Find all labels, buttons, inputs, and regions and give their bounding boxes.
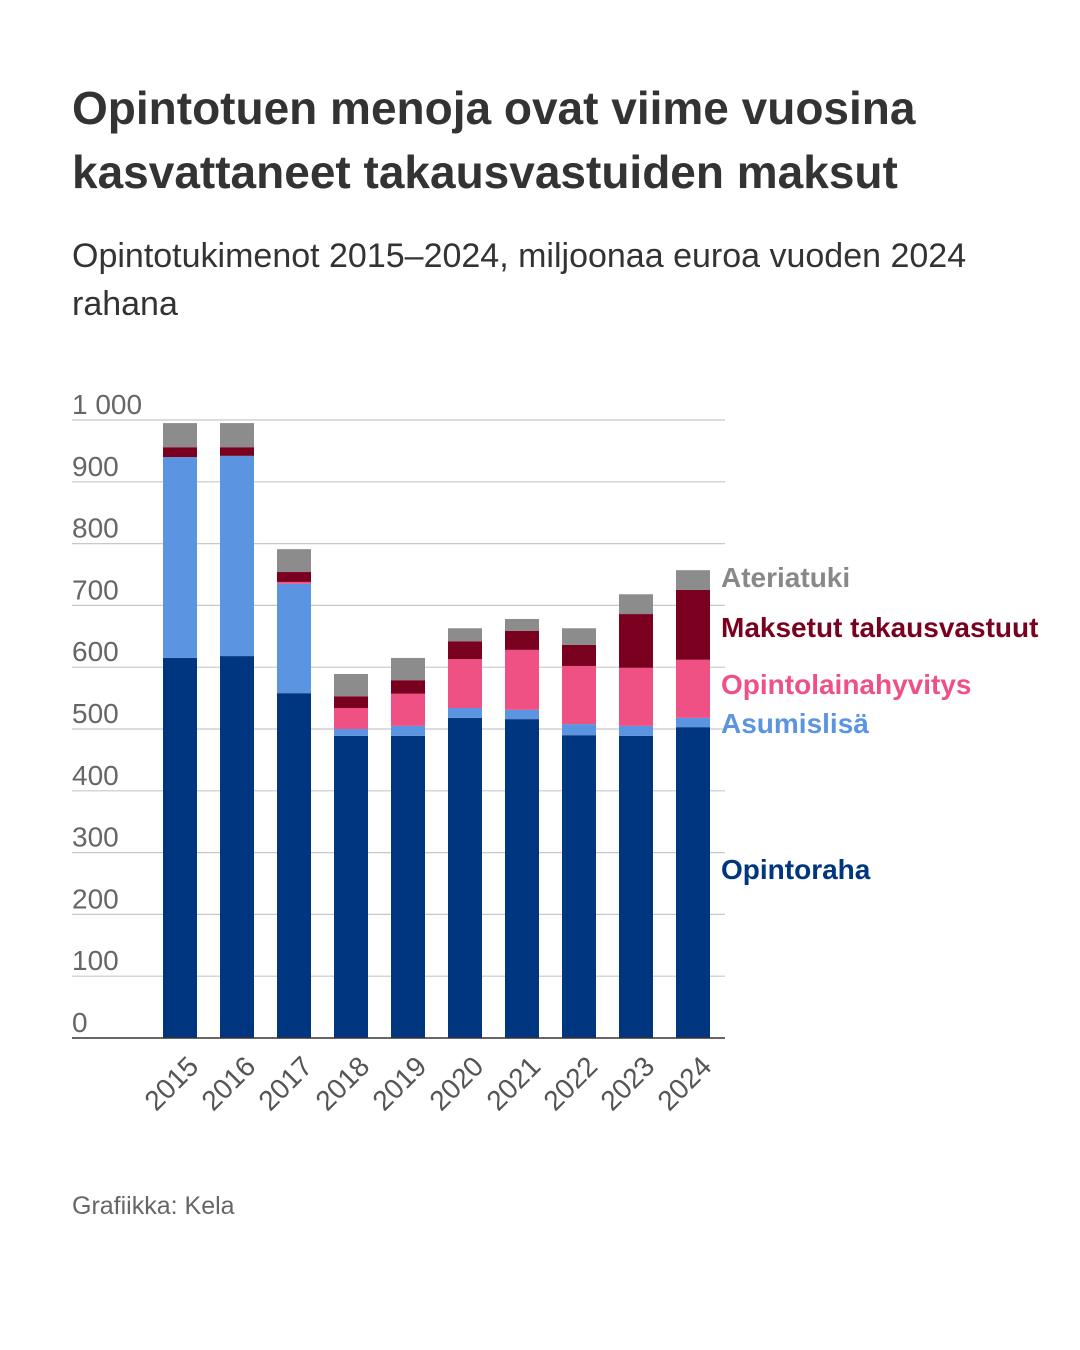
bar-asumislisä-2022	[562, 724, 596, 736]
bar-opintoraha-2024	[676, 727, 710, 1038]
bar-maksetut-takausvastuut-2022	[562, 644, 596, 666]
x-tick-label: 2017	[252, 1050, 318, 1116]
bar-opintolainahyvitys-2023	[619, 667, 653, 726]
bar-maksetut-takausvastuut-2016	[220, 447, 254, 456]
bar-ateriatuki-2016	[220, 423, 254, 448]
bar-ateriatuki-2015	[163, 423, 197, 448]
legend-label: Maksetut takausvastuut	[721, 612, 1038, 643]
bar-ateriatuki-2017	[277, 549, 311, 573]
bar-opintoraha-2016	[220, 656, 254, 1038]
legend-label: Asumislisä	[721, 708, 869, 739]
bar-asumislisä-2017	[277, 583, 311, 694]
x-tick-label: 2018	[309, 1050, 375, 1116]
bar-opintolainahyvitys-2017	[277, 581, 311, 584]
bar-ateriatuki-2018	[334, 673, 368, 697]
y-tick-label: 600	[72, 636, 119, 667]
bar-asumislisä-2023	[619, 725, 653, 736]
bar-maksetut-takausvastuut-2019	[391, 680, 425, 694]
y-tick-label: 1 000	[72, 389, 142, 420]
bar-opintoraha-2019	[391, 735, 425, 1038]
bar-asumislisä-2024	[676, 717, 710, 728]
y-tick-label: 400	[72, 760, 119, 791]
y-tick-label: 200	[72, 883, 119, 914]
bar-opintolainahyvitys-2019	[391, 693, 425, 726]
y-tick-label: 300	[72, 822, 119, 853]
bar-opintoraha-2023	[619, 735, 653, 1038]
x-tick-label: 2016	[195, 1050, 261, 1116]
bar-maksetut-takausvastuut-2023	[619, 614, 653, 668]
bar-maksetut-takausvastuut-2024	[676, 589, 710, 660]
bar-maksetut-takausvastuut-2021	[505, 630, 539, 650]
bar-ateriatuki-2020	[448, 628, 482, 642]
bar-asumislisä-2020	[448, 707, 482, 718]
legend-label: Opintoraha	[721, 854, 871, 885]
bar-ateriatuki-2022	[562, 628, 596, 645]
x-tick-label: 2023	[594, 1050, 660, 1116]
bar-asumislisä-2018	[334, 729, 368, 736]
legend-label: Opintolainahyvitys	[721, 669, 972, 700]
x-tick-label: 2021	[480, 1050, 546, 1116]
legend-label: Ateriatuki	[721, 562, 850, 593]
bar-opintoraha-2015	[163, 657, 197, 1038]
bar-opintolainahyvitys-2022	[562, 665, 596, 725]
credit: Grafiikka: Kela	[72, 1192, 235, 1220]
bar-opintoraha-2018	[334, 735, 368, 1038]
bar-asumislisä-2016	[220, 455, 254, 657]
bar-opintolainahyvitys-2024	[676, 659, 710, 718]
x-tick-label: 2024	[651, 1050, 717, 1116]
y-tick-label: 0	[72, 1007, 88, 1038]
bar-maksetut-takausvastuut-2017	[277, 572, 311, 582]
bar-opintolainahyvitys-2021	[505, 649, 539, 710]
bar-maksetut-takausvastuut-2020	[448, 641, 482, 660]
bar-opintolainahyvitys-2018	[334, 707, 368, 729]
bar-ateriatuki-2019	[391, 657, 425, 681]
bar-ateriatuki-2021	[505, 618, 539, 631]
bar-asumislisä-2021	[505, 709, 539, 720]
bar-opintoraha-2022	[562, 735, 596, 1038]
bar-opintoraha-2017	[277, 693, 311, 1038]
bar-asumislisä-2015	[163, 457, 197, 658]
x-tick-label: 2015	[138, 1050, 204, 1116]
chart-title: Opintotuen menoja ovat viime vuosina kas…	[72, 82, 916, 198]
y-tick-label: 900	[72, 451, 119, 482]
x-tick-label: 2019	[366, 1050, 432, 1116]
bar-maksetut-takausvastuut-2018	[334, 696, 368, 708]
bar-ateriatuki-2024	[676, 570, 710, 590]
y-tick-label: 700	[72, 574, 119, 605]
bar-opintoraha-2021	[505, 719, 539, 1038]
x-tick-label: 2020	[423, 1050, 489, 1116]
y-tick-label: 800	[72, 513, 119, 544]
bar-asumislisä-2019	[391, 725, 425, 736]
y-tick-label: 500	[72, 698, 119, 729]
bar-opintoraha-2020	[448, 717, 482, 1038]
y-tick-label: 100	[72, 945, 119, 976]
bar-ateriatuki-2023	[619, 594, 653, 615]
bar-maksetut-takausvastuut-2015	[163, 447, 197, 458]
chart-subtitle: Opintotukimenot 2015–2024, miljoonaa eur…	[72, 237, 967, 323]
bar-opintolainahyvitys-2020	[448, 659, 482, 708]
x-tick-label: 2022	[537, 1050, 603, 1116]
